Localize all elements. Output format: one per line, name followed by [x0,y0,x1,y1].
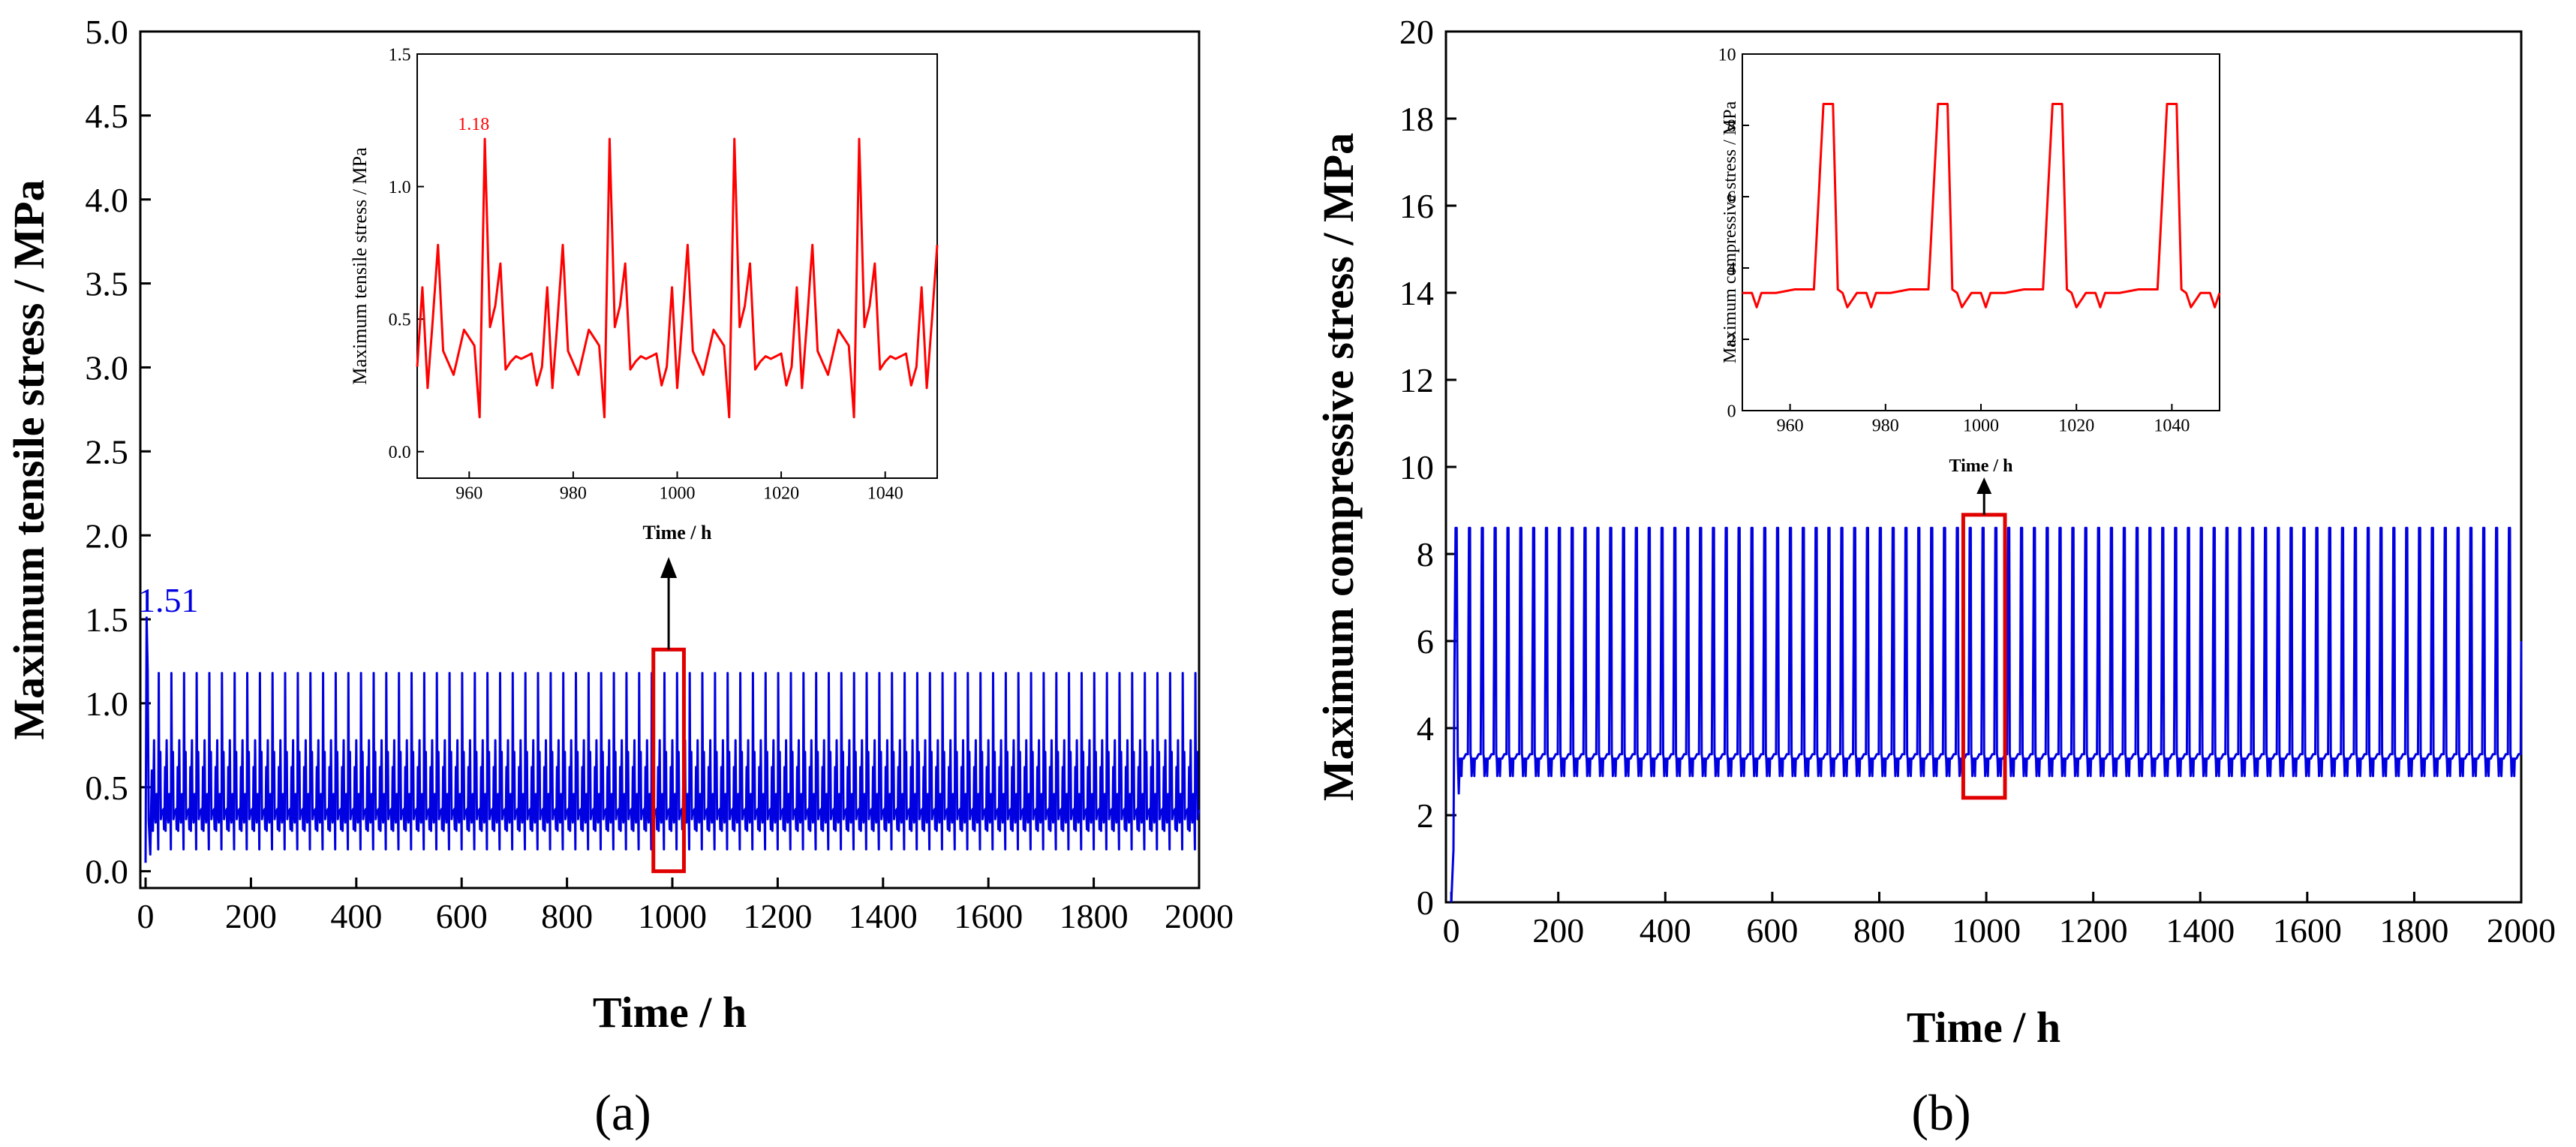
x-tick-label: 600 [436,897,488,935]
x-tick-label: 200 [1532,911,1584,950]
y-tick-label: 0.0 [389,443,411,462]
y-tick-label: 6 [1417,622,1434,661]
x-tick-label: 400 [330,897,382,935]
x-tick-label: 1000 [638,897,707,935]
x-axis-label: Time / h [1907,1003,2060,1052]
x-tick-label: 1800 [1060,897,1129,935]
y-tick-label: 1.0 [389,178,411,197]
y-tick-label: 4 [1727,259,1736,278]
peak-annotation: 1.18 [458,115,489,134]
y-tick-label: 8 [1417,535,1434,574]
y-tick-label: 18 [1399,100,1434,138]
y-tick-label: 0.0 [85,853,128,891]
y-tick-label: 10 [1399,448,1434,486]
series-line [416,137,939,419]
y-tick-label: 0.5 [85,769,128,807]
x-tick-label: 1040 [867,484,903,504]
y-tick-label: 4 [1417,709,1434,748]
x-tick-label: 980 [1872,417,1899,436]
x-tick-label: 960 [455,484,482,504]
x-tick-label: 600 [1746,911,1798,950]
x-tick-label: 1800 [2379,911,2448,950]
y-tick-label: 1.5 [85,601,128,639]
panel-b-inset-chart: 960 980 1000 1020 1040 0 2 4 6 8 10 Time / h Maximum… [1718,45,2221,476]
y-tick-label: 0 [1727,402,1736,421]
x-tick-label: 1000 [1952,911,2021,950]
y-tick-label: 2.5 [85,432,128,471]
x-tick-label: 0 [1443,911,1460,950]
x-tick-label: 1600 [2273,911,2342,950]
y-tick-label: 3.0 [85,349,128,387]
plot-frame [416,53,938,479]
y-tick-label: 0.5 [389,311,411,330]
panel-b-label: (b) [1911,1084,1970,1141]
y-tick-label: 0 [1417,884,1434,922]
x-tick-label: 2000 [2487,911,2556,950]
y-tick-label: 4.5 [85,97,128,135]
y-tick-label: 1.0 [85,685,128,723]
x-tick-label: 1020 [2058,417,2094,436]
arrow-head [1976,477,1992,494]
y-tick-label: 20 [1399,13,1434,51]
y-tick-label: 3.5 [85,265,128,303]
y-tick-label: 2 [1727,330,1736,350]
y-tick-label: 2.0 [85,516,128,555]
arrow-head [660,557,678,578]
x-tick-label: 1600 [954,897,1023,935]
panel-a-label: (a) [594,1084,651,1141]
x-axis-label: Time / h [593,988,747,1037]
x-tick-label: 400 [1640,911,1691,950]
zoom-arrows [660,477,1992,650]
x-tick-label: 800 [541,897,593,935]
y-axis-label: Maximum compressive stress / MPa [1314,133,1363,801]
x-tick-label: 1200 [2059,911,2128,950]
series-line [144,616,1201,863]
y-axis-label: Maximum tensile stress / MPa [5,179,53,739]
y-tick-label: 14 [1399,274,1434,312]
y-tick-label: 2 [1417,796,1434,835]
series-line [1450,526,2523,903]
x-tick-label: 0 [137,897,155,935]
y-axis-label: Maximum compressive stress / MPa [1721,101,1740,364]
y-axis-label: Maximum tensile stress / MPa [349,147,371,385]
x-tick-label: 200 [225,897,277,935]
x-tick-label: 1400 [849,897,918,935]
x-tick-label: 2000 [1165,897,1234,935]
y-tick-label: 6 [1727,188,1736,207]
x-tick-label: 1040 [2154,417,2190,436]
series-line [1742,103,2221,309]
y-tick-label: 8 [1727,116,1736,136]
x-tick-label: 1000 [660,484,696,504]
x-tick-label: 1400 [2166,911,2235,950]
y-tick-label: 4.0 [85,181,128,219]
y-tick-label: 16 [1399,187,1434,225]
panel-a-inset-chart: 960 980 1000 1020 1040 0.0 0.5 1.0 1.5 Time / h Ma… [349,45,939,543]
x-axis-label: Time / h [1949,456,2013,476]
x-axis-label: Time / h [643,522,713,543]
x-tick-label: 1020 [763,484,799,504]
peak-annotation: 1.51 [138,581,199,619]
y-tick-label: 1.5 [389,45,411,65]
x-tick-label: 1200 [743,897,812,935]
plot-frame [1742,53,2220,411]
x-tick-label: 980 [560,484,587,504]
x-tick-label: 960 [1777,417,1804,436]
x-tick-label: 1000 [1963,417,1999,436]
y-tick-label: 10 [1718,45,1736,65]
y-tick-label: 12 [1399,361,1434,399]
x-tick-label: 800 [1853,911,1905,950]
y-tick-label: 5.0 [85,13,128,51]
